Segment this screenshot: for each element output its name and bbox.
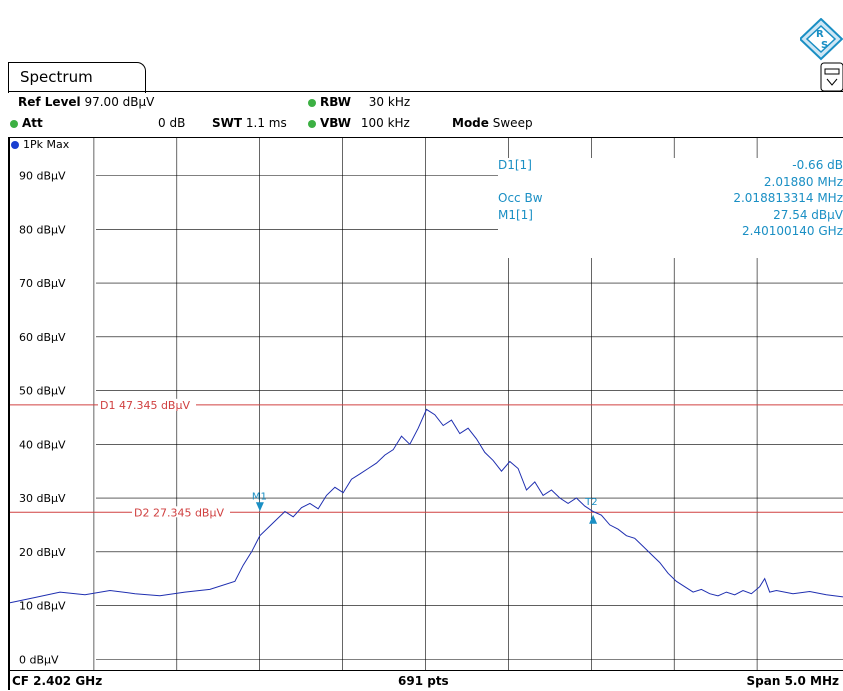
marker-table-label: D1[1]	[498, 158, 532, 172]
reference-line-label-bg	[98, 398, 196, 410]
keyboard-icon	[820, 62, 843, 92]
marker-table-row: M1[1] 27.54 dBµV	[498, 208, 843, 225]
reference-line-label-d2: D2 27.345 dBµV	[134, 506, 224, 519]
tab-divider	[8, 91, 843, 92]
marker-t2-label: T2	[584, 497, 597, 508]
y-tick-label: 20 dBµV	[19, 546, 66, 559]
y-axis-labels: 90 dBµV 80 dBµV 70 dBµV 60 dBµV 50 dBµV 40 dB…	[19, 170, 66, 667]
marker-table-value: -0.66 dB	[792, 158, 843, 172]
rbw-coupled-dot-icon	[308, 98, 316, 107]
y-tick-label: 0 dBµV	[19, 653, 59, 666]
marker-table-row: Occ Bw 2.018813314 MHz	[498, 191, 843, 208]
rbw-value: 30 kHz	[368, 95, 411, 109]
tab-spectrum[interactable]	[8, 62, 146, 93]
trace-label: 1Pk Max	[11, 138, 69, 151]
reference-lines: D1 47.345 dBµV D2 27.345 dBµV	[10, 398, 843, 519]
marker-table-value: 2.40100140 GHz	[742, 224, 843, 238]
att-readout: Att	[10, 116, 43, 130]
att-label: Att	[22, 116, 43, 130]
swt-readout: SWT 1.1 ms	[212, 116, 287, 130]
rbw-readout: RBW 30 kHz	[308, 95, 410, 109]
y-tick-label: 30 dBµV	[19, 492, 66, 505]
marker-table-value: 27.54 dBµV	[773, 207, 843, 222]
vbw-label: VBW	[320, 116, 352, 130]
vbw-coupled-dot-icon	[308, 119, 316, 128]
mode-value: Sweep	[492, 116, 533, 130]
att-value: 0 dB	[158, 116, 186, 130]
ref-level-value: 97.00 dBµV	[84, 95, 155, 109]
y-tick-label: 60 dBµV	[19, 331, 66, 344]
vbw-readout: VBW 100 kHz	[308, 116, 410, 130]
marker-m1-label: M1	[252, 491, 267, 502]
marker-table-rows: D1[1] -0.66 dB 2.01880 MHz Occ Bw 2.01881331…	[498, 158, 843, 241]
diagram-top-border	[8, 137, 843, 138]
y-tick-label: 40 dBµV	[19, 438, 66, 451]
reference-line-label-d1: D1 47.345 dBµV	[100, 399, 190, 412]
att-coupled-dot-icon	[10, 119, 18, 128]
marker-table-value: 2.018813314 MHz	[733, 191, 843, 205]
ref-level-label: Ref Level	[18, 95, 81, 109]
marker-table	[498, 158, 843, 258]
y-tick-label: 50 dBµV	[19, 385, 66, 398]
marker-table-row: 2.01880 MHz	[498, 175, 843, 192]
side-panel-toggle[interactable]	[820, 62, 843, 92]
ref-level-readout: Ref Level 97.00 dBµV	[18, 95, 154, 109]
tab-spectrum-label: Spectrum	[20, 68, 93, 86]
marker-table-label: M1[1]	[498, 207, 533, 222]
vbw-value: 100 kHz	[360, 116, 410, 130]
mode-label: Mode	[452, 116, 489, 130]
trace-label-text: 1Pk Max	[23, 138, 70, 151]
y-tick-label: 10 dBµV	[19, 600, 66, 613]
marker-table-label: Occ Bw	[498, 191, 543, 205]
marker-table-row: D1[1] -0.66 dB	[498, 158, 843, 175]
rohde-schwarz-logo: R S	[800, 18, 843, 61]
marker-t2-symbol	[589, 514, 598, 524]
trace-indicator-dot-icon	[11, 141, 19, 149]
trace-line	[9, 408, 843, 604]
span-readout: Span 5.0 MHz	[746, 674, 839, 688]
diagram-frame	[8, 137, 843, 690]
points-count: 691 pts	[398, 674, 449, 688]
y-tick-label: 70 dBµV	[19, 277, 66, 290]
footer-bar: CF 2.402 GHz 691 pts Span 5.0 MHz	[10, 670, 843, 691]
y-tick-label: 80 dBµV	[19, 223, 66, 236]
marker-table-value: 2.01880 MHz	[763, 174, 843, 189]
rbw-label: RBW	[320, 95, 351, 109]
marker-table-row: 2.40100140 GHz	[498, 224, 843, 241]
svg-text:S: S	[821, 40, 828, 51]
markers: M1 T2	[252, 491, 598, 524]
center-frequency: CF 2.402 GHz	[12, 674, 103, 688]
marker-m1-symbol	[255, 502, 264, 512]
swt-label: SWT	[212, 116, 243, 130]
swt-value: 1.1 ms	[245, 116, 287, 130]
mode-readout: Mode Sweep	[452, 116, 533, 130]
reference-line-label-bg	[132, 506, 230, 518]
svg-text:R: R	[816, 29, 824, 40]
y-tick-label: 90 dBµV	[19, 170, 66, 183]
